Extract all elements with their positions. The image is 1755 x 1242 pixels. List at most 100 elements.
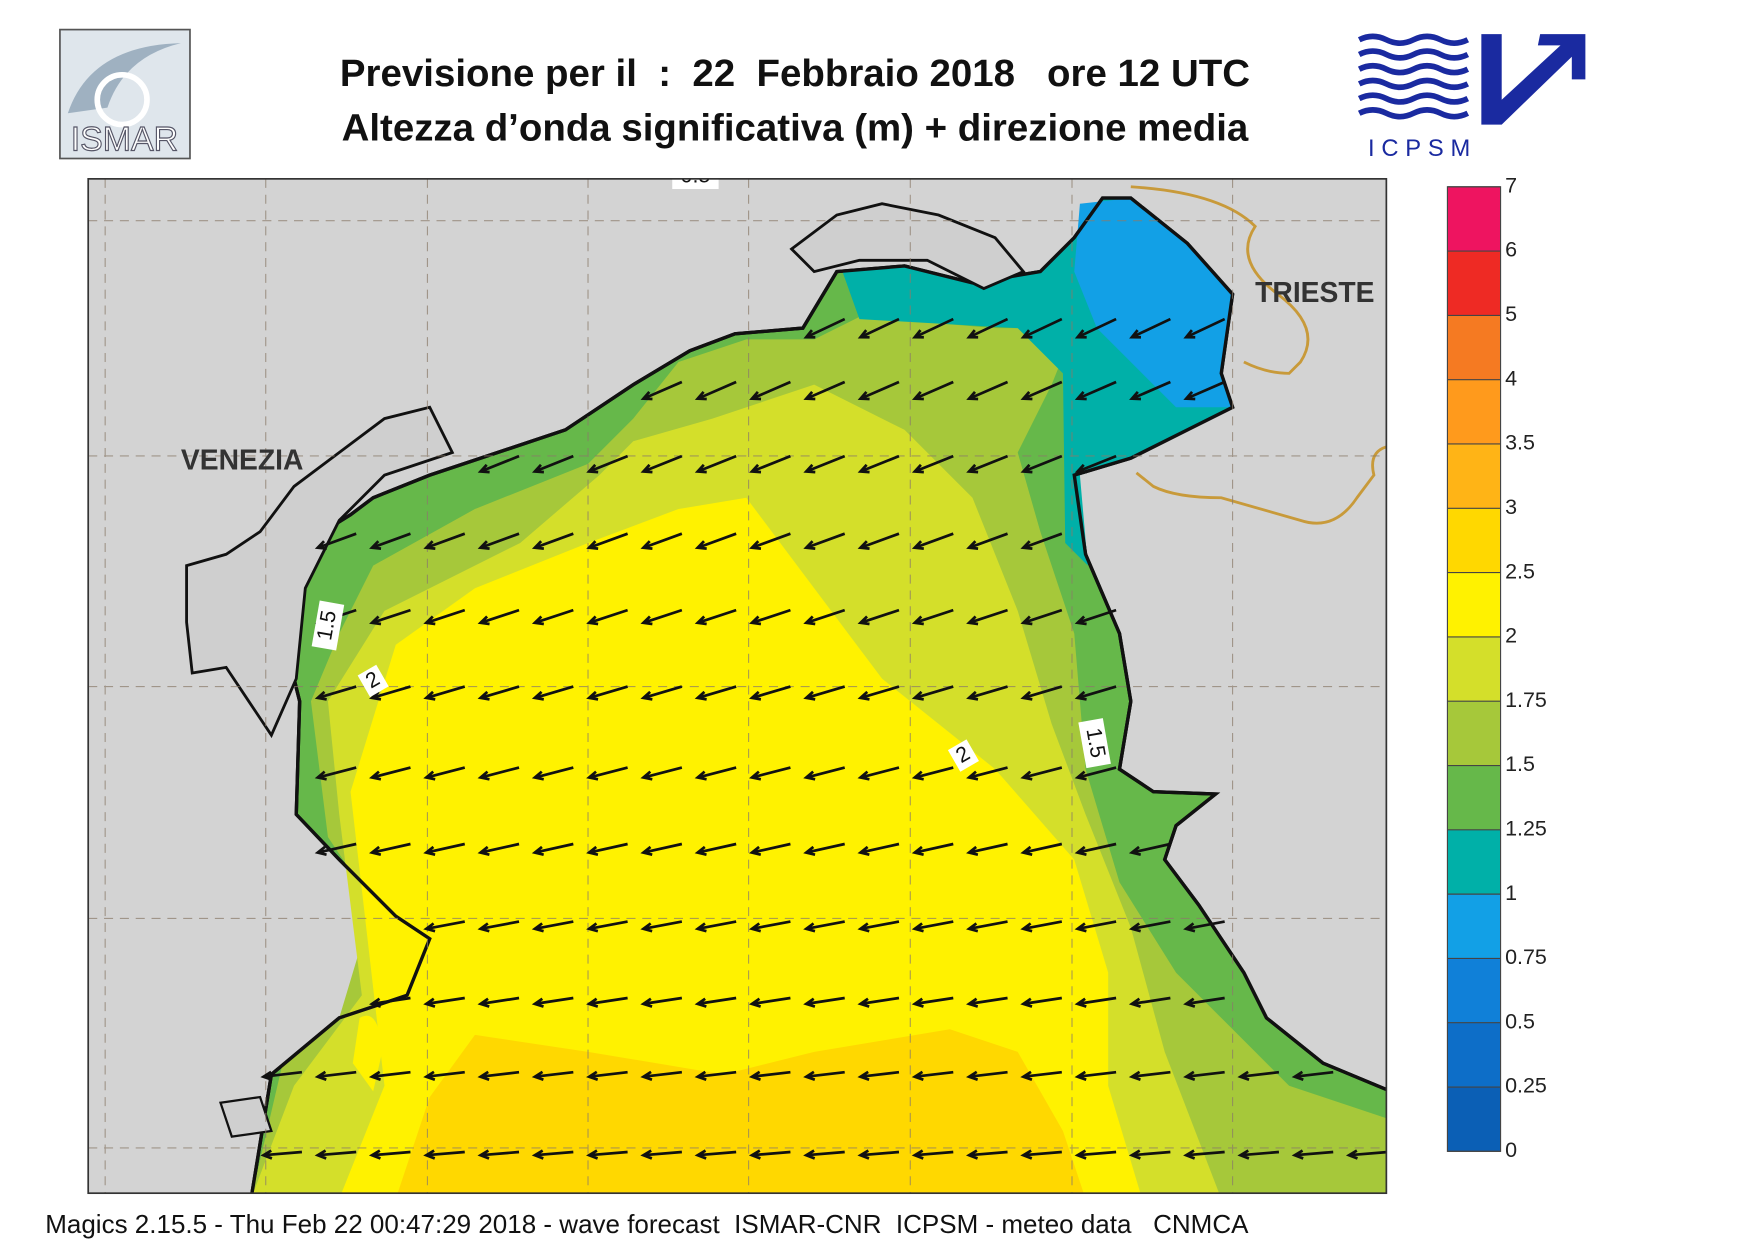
contour-label: 1.5 (1078, 718, 1111, 769)
arrow (1020, 766, 1063, 781)
arrow (965, 1149, 1008, 1160)
contour-label-box (311, 600, 345, 651)
arrow (586, 532, 629, 550)
arrow (423, 532, 466, 550)
arrow (314, 766, 357, 781)
colorbar-tick-label: 1 (1505, 881, 1517, 905)
arrow (640, 842, 683, 856)
arrow (369, 685, 411, 701)
arrow (1074, 685, 1117, 701)
arrow (966, 685, 1008, 701)
contour-label-text: 1.5 (1082, 726, 1111, 760)
arrow (423, 766, 466, 781)
arrow (586, 996, 628, 1008)
arrow (477, 608, 520, 626)
arrow (640, 608, 683, 626)
arrow (857, 1070, 900, 1081)
arrow (911, 380, 954, 401)
arrow (1074, 608, 1117, 626)
arrow (423, 685, 466, 701)
colorbar-segment (1447, 765, 1501, 830)
colorbar-segment (1447, 443, 1501, 509)
arrow (477, 920, 520, 933)
arrow (477, 996, 520, 1008)
arrow (1074, 996, 1117, 1008)
arrow (586, 1070, 628, 1081)
arrow (640, 454, 683, 474)
arrow (1291, 1149, 1334, 1160)
arrow (423, 1149, 465, 1160)
map: 0.5 1.5 2 2 1.5 (88, 178, 1387, 1194)
contour-labels: 0.5 1.5 2 2 1.5 (311, 178, 1111, 772)
arrow (1183, 380, 1226, 401)
arrow (1020, 1149, 1062, 1160)
arrow (531, 685, 574, 701)
arrow (694, 380, 737, 401)
arrow (694, 766, 737, 781)
arrow (694, 996, 737, 1008)
arrow (477, 842, 520, 856)
arrow (803, 920, 845, 933)
arrow (966, 380, 1009, 401)
logo-text: ISMAR (71, 121, 178, 159)
arrow (748, 920, 791, 933)
arrow (857, 532, 900, 550)
arrow (911, 996, 954, 1008)
arrow (911, 532, 954, 550)
arrow (966, 920, 1008, 933)
arrow (857, 454, 900, 474)
arrow (857, 920, 900, 933)
arrow (694, 685, 737, 701)
arrow (531, 1070, 574, 1081)
arrow (694, 842, 737, 856)
arrow (911, 1070, 954, 1081)
contour-label-box (672, 178, 719, 190)
arrow (477, 766, 520, 781)
arrow (1020, 920, 1063, 933)
arrow (857, 380, 900, 401)
colorbar-segment (1447, 379, 1501, 444)
arrow (1074, 766, 1117, 781)
arrow (803, 1070, 845, 1081)
arrow (369, 532, 411, 550)
subtitle: Altezza d’onda significativa (m) + direz… (342, 106, 1249, 149)
contour-label-box (1078, 718, 1111, 769)
arrow (694, 532, 737, 550)
title: Previsione per il : 22 Febbraio 2018 ore… (340, 52, 1250, 95)
colorbar-segment (1447, 894, 1501, 959)
arrow (1128, 920, 1171, 933)
arrow (477, 685, 520, 701)
arrow (1237, 1070, 1280, 1081)
contour-label-box (357, 664, 389, 698)
arrow (586, 608, 629, 626)
arrow (857, 685, 900, 701)
colorbar-segment (1447, 701, 1501, 766)
footer: Magics 2.15.5 - Thu Feb 22 00:47:29 2018… (45, 1209, 1249, 1239)
arrow (857, 317, 900, 339)
arrow (1129, 380, 1171, 401)
colorbar-tick-label: 1.75 (1505, 688, 1547, 712)
arrow (314, 685, 357, 701)
arrow (857, 996, 900, 1008)
arrow (1074, 454, 1117, 474)
arrow (1183, 996, 1225, 1008)
arrow (1074, 317, 1117, 339)
arrow (966, 842, 1008, 856)
arrow (368, 996, 411, 1008)
arrow (1074, 1149, 1117, 1160)
arrow (640, 1070, 683, 1081)
arrow (531, 454, 574, 474)
arrow (640, 380, 683, 401)
arrow (748, 685, 791, 701)
arrow (694, 454, 737, 474)
arrow (368, 1070, 411, 1081)
contour-label: 2 (357, 664, 389, 698)
arrow (803, 996, 845, 1008)
arrow (368, 842, 411, 856)
arrow (803, 532, 846, 550)
colorbar-tick-label: 2 (1505, 624, 1517, 648)
logo-text: ICPSM (1368, 136, 1477, 162)
arrow (911, 920, 954, 933)
arrow (1291, 1070, 1334, 1081)
arrow (965, 1070, 1008, 1081)
